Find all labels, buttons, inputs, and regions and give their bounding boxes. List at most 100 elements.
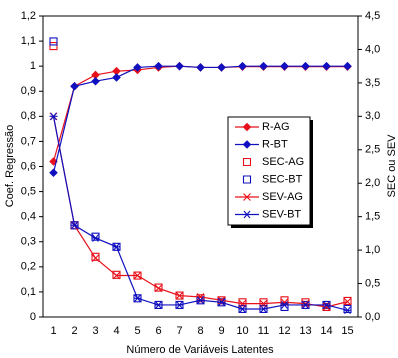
x-axis-title: Número de Variáveis Latentes xyxy=(126,344,274,356)
data-point xyxy=(154,301,163,309)
y-tick-label: 0,4 xyxy=(21,211,36,223)
y-tick-label: 1 xyxy=(30,60,36,72)
x-tick-label: 15 xyxy=(341,325,353,337)
y2-tick-label: 4,5 xyxy=(365,10,380,22)
y2-axis-title: SEC ou SEV xyxy=(386,134,398,198)
data-point xyxy=(322,301,331,309)
data-point xyxy=(196,296,205,305)
x-tick-label: 7 xyxy=(176,325,182,337)
data-point xyxy=(133,294,142,303)
data-point xyxy=(343,304,352,314)
x-tick-label: 5 xyxy=(134,325,140,337)
x-tick-label: 11 xyxy=(258,325,269,337)
data-point xyxy=(91,76,100,86)
data-point xyxy=(133,271,142,280)
legend-marker xyxy=(242,122,252,132)
legend-label: SEC-BT xyxy=(262,173,303,185)
y-tick-label: 0,3 xyxy=(21,236,36,248)
y-tick-label: 0,9 xyxy=(21,85,36,97)
data-point xyxy=(259,61,268,71)
legend-label: SEV-BT xyxy=(262,208,301,220)
legend-marker xyxy=(242,140,252,149)
data-point xyxy=(301,301,310,309)
data-point xyxy=(322,61,331,71)
y-tick-label: 0,6 xyxy=(21,160,36,172)
data-point xyxy=(259,305,268,313)
y2-tick-label: 0,0 xyxy=(365,311,380,323)
data-point xyxy=(70,81,79,91)
x-tick-label: 2 xyxy=(71,325,77,337)
y-tick-label: 0 xyxy=(30,311,36,323)
x-tick-label: 4 xyxy=(113,325,119,337)
y2-tick-label: 2,0 xyxy=(365,177,380,189)
data-point xyxy=(280,301,289,309)
data-point xyxy=(343,306,352,315)
data-point xyxy=(175,291,184,300)
x-tick-label: 3 xyxy=(92,325,98,337)
y-tick-label: 1,2 xyxy=(21,10,36,22)
x-tick-label: 10 xyxy=(236,325,248,337)
data-point xyxy=(238,298,247,307)
y2-tick-label: 2,5 xyxy=(365,144,380,156)
data-point xyxy=(49,168,58,178)
data-point xyxy=(343,61,352,71)
data-point xyxy=(91,234,100,242)
x-tick-label: 12 xyxy=(278,325,290,337)
data-point xyxy=(301,300,310,310)
data-point xyxy=(217,63,226,72)
data-point xyxy=(238,305,247,313)
data-point xyxy=(217,298,226,307)
x-tick-label: 1 xyxy=(50,325,56,337)
data-point xyxy=(70,221,79,230)
data-point xyxy=(112,271,121,280)
data-point xyxy=(175,301,184,309)
x-tick-label: 14 xyxy=(320,325,332,337)
y-tick-label: 0,5 xyxy=(21,185,36,197)
legend-marker xyxy=(243,210,251,219)
data-point xyxy=(112,242,121,251)
x-tick-label: 9 xyxy=(218,325,224,337)
y2-tick-label: 3,0 xyxy=(365,110,380,122)
data-point xyxy=(133,63,142,72)
data-point xyxy=(49,37,58,46)
data-point xyxy=(154,300,163,310)
data-point xyxy=(133,294,142,303)
y2-tick-label: 4,0 xyxy=(365,43,380,55)
data-point xyxy=(49,112,58,121)
legend-label: R-BT xyxy=(262,138,288,150)
data-point xyxy=(238,61,247,71)
y-tick-label: 0,1 xyxy=(21,286,36,298)
data-point xyxy=(175,61,184,71)
y-tick-label: 0,8 xyxy=(21,110,36,122)
x-tick-label: 6 xyxy=(155,325,161,337)
data-point xyxy=(175,300,184,310)
y2-tick-label: 3,5 xyxy=(365,77,380,89)
legend-marker xyxy=(242,175,252,184)
data-point xyxy=(112,242,121,251)
y-tick-label: 0,2 xyxy=(21,261,36,273)
y2-tick-label: 0,5 xyxy=(365,277,380,289)
legend xyxy=(227,116,311,226)
y-tick-label: 0,7 xyxy=(21,135,36,147)
data-point xyxy=(301,299,310,308)
x-tick-label: 8 xyxy=(197,325,203,337)
data-point xyxy=(175,291,184,300)
y-tick-label: 1,1 xyxy=(21,35,36,47)
data-point xyxy=(301,61,310,71)
y2-tick-label: 1,5 xyxy=(365,211,380,223)
legend-label: SEC-AG xyxy=(262,156,304,168)
legend-marker xyxy=(242,157,252,167)
legend-label: R-AG xyxy=(262,121,290,133)
data-point xyxy=(154,61,163,71)
data-point xyxy=(91,254,100,263)
data-point xyxy=(280,61,289,71)
data-point xyxy=(259,298,268,307)
data-point xyxy=(154,284,163,293)
data-point xyxy=(112,73,121,82)
x-tick-label: 13 xyxy=(299,325,311,337)
y-axis-title: Coef. Regressão xyxy=(4,125,16,208)
data-point xyxy=(49,42,58,51)
data-point xyxy=(196,63,205,72)
y2-tick-label: 1,0 xyxy=(365,244,380,256)
